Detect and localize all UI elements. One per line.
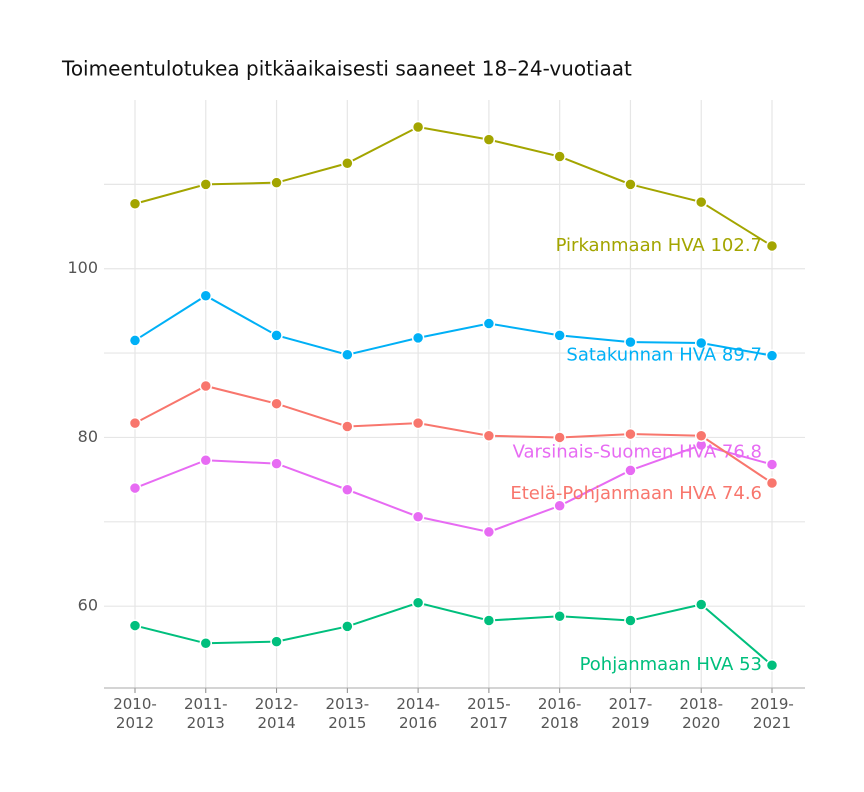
point: [341, 157, 354, 170]
x-tick-label: 2013-2015: [326, 695, 370, 732]
point: [411, 510, 425, 523]
point: [341, 420, 354, 433]
point: [624, 464, 637, 477]
point: [411, 120, 425, 134]
point: [553, 329, 566, 342]
point: [128, 481, 142, 495]
end-label: Etelä-Pohjanmaan HVA 74.6: [510, 483, 762, 504]
end-label: Satakunnan HVA 89.7: [566, 345, 762, 366]
point: [482, 317, 496, 330]
point: [341, 483, 354, 497]
chart-title: Toimeentulotukea pitkäaikaisesti saaneet…: [61, 57, 632, 81]
point: [624, 427, 637, 441]
point: [199, 453, 213, 467]
point: [128, 197, 142, 211]
point: [553, 431, 566, 444]
x-tick-label: 2010-2012: [113, 695, 157, 732]
point: [765, 476, 779, 490]
point: [411, 331, 425, 345]
point: [765, 349, 779, 362]
point: [199, 289, 213, 302]
point: [624, 178, 637, 191]
y-tick-label: 60: [78, 596, 98, 615]
point: [128, 334, 142, 347]
point: [199, 637, 213, 650]
point: [128, 416, 142, 430]
point: [765, 239, 779, 253]
series-line: [134, 384, 773, 484]
point: [482, 133, 496, 146]
point: [270, 457, 283, 470]
point: [341, 620, 354, 633]
x-tick-label: 2012-2014: [255, 695, 299, 732]
point: [694, 195, 708, 209]
point: [482, 429, 496, 443]
point: [624, 614, 637, 627]
x-tick-label: 2018-2020: [679, 695, 723, 732]
end-label: Pirkanmaan HVA 102.7: [556, 235, 762, 256]
point: [694, 336, 708, 350]
series-line: [134, 125, 773, 247]
x-tick-label: 2019-2021: [750, 695, 794, 732]
point: [553, 150, 566, 163]
end-label: Varsinais-Suomen HVA 76.8: [513, 441, 762, 462]
series-line: [134, 294, 773, 357]
point: [553, 499, 566, 513]
point: [694, 598, 708, 611]
end-label: Pohjanmaan HVA 53: [580, 654, 762, 675]
x-tick-label: 2017-2019: [609, 695, 653, 732]
y-tick-label: 80: [78, 427, 98, 446]
y-tick-label: 100: [67, 258, 98, 277]
point: [765, 658, 779, 672]
point: [411, 416, 425, 430]
x-tick-label: 2011-2013: [184, 695, 228, 732]
point: [270, 176, 283, 189]
point: [411, 596, 425, 610]
point: [270, 329, 283, 342]
x-tick-label: 2016-2018: [538, 695, 582, 732]
point: [765, 458, 779, 471]
point: [482, 614, 496, 627]
point: [624, 335, 637, 349]
point: [482, 525, 496, 539]
x-tick-label: 2014-2016: [396, 695, 440, 732]
point: [270, 397, 283, 410]
point: [553, 610, 566, 623]
series-line: [134, 601, 773, 666]
x-tick-label: 2015-2017: [467, 695, 511, 732]
point: [694, 429, 708, 443]
point: [199, 178, 213, 191]
point: [128, 619, 142, 632]
point: [199, 379, 213, 393]
point: [341, 348, 354, 362]
point: [270, 635, 283, 648]
series-line: [134, 443, 773, 533]
